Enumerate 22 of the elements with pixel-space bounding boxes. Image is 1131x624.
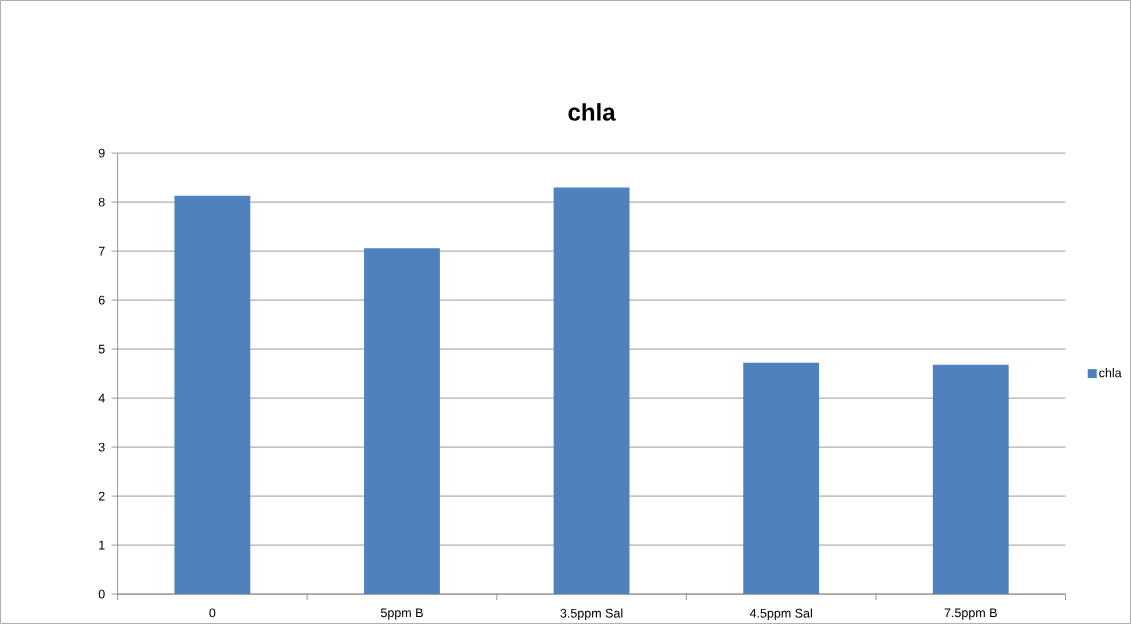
y-tick-label: 3 (98, 442, 105, 452)
bar (932, 364, 1009, 595)
y-tick-label: 9 (98, 148, 105, 158)
chart-title: chla (568, 103, 616, 121)
y-tick-label: 6 (98, 295, 105, 305)
x-tick-label: 4.5ppm Sal (749, 608, 812, 621)
y-tick-label: 4 (98, 393, 105, 403)
y-tick-label: 8 (98, 197, 105, 207)
y-tick-label: 1 (99, 540, 105, 550)
bar (743, 362, 820, 595)
x-tick-label: 5ppm B (380, 608, 423, 620)
bar (364, 248, 440, 595)
x-tick-label: 0 (209, 608, 216, 618)
x-tick-label: 3.5ppm Sal (560, 608, 623, 621)
legend-label: chla (1099, 368, 1122, 378)
x-tick-label: 7.5ppm B (944, 608, 997, 620)
y-tick-label: 0 (98, 589, 105, 599)
y-tick-label: 5 (98, 344, 105, 354)
bar (553, 187, 630, 595)
y-tick-label: 2 (98, 491, 105, 501)
y-tick-label: 7 (98, 246, 105, 256)
bar (174, 195, 251, 595)
